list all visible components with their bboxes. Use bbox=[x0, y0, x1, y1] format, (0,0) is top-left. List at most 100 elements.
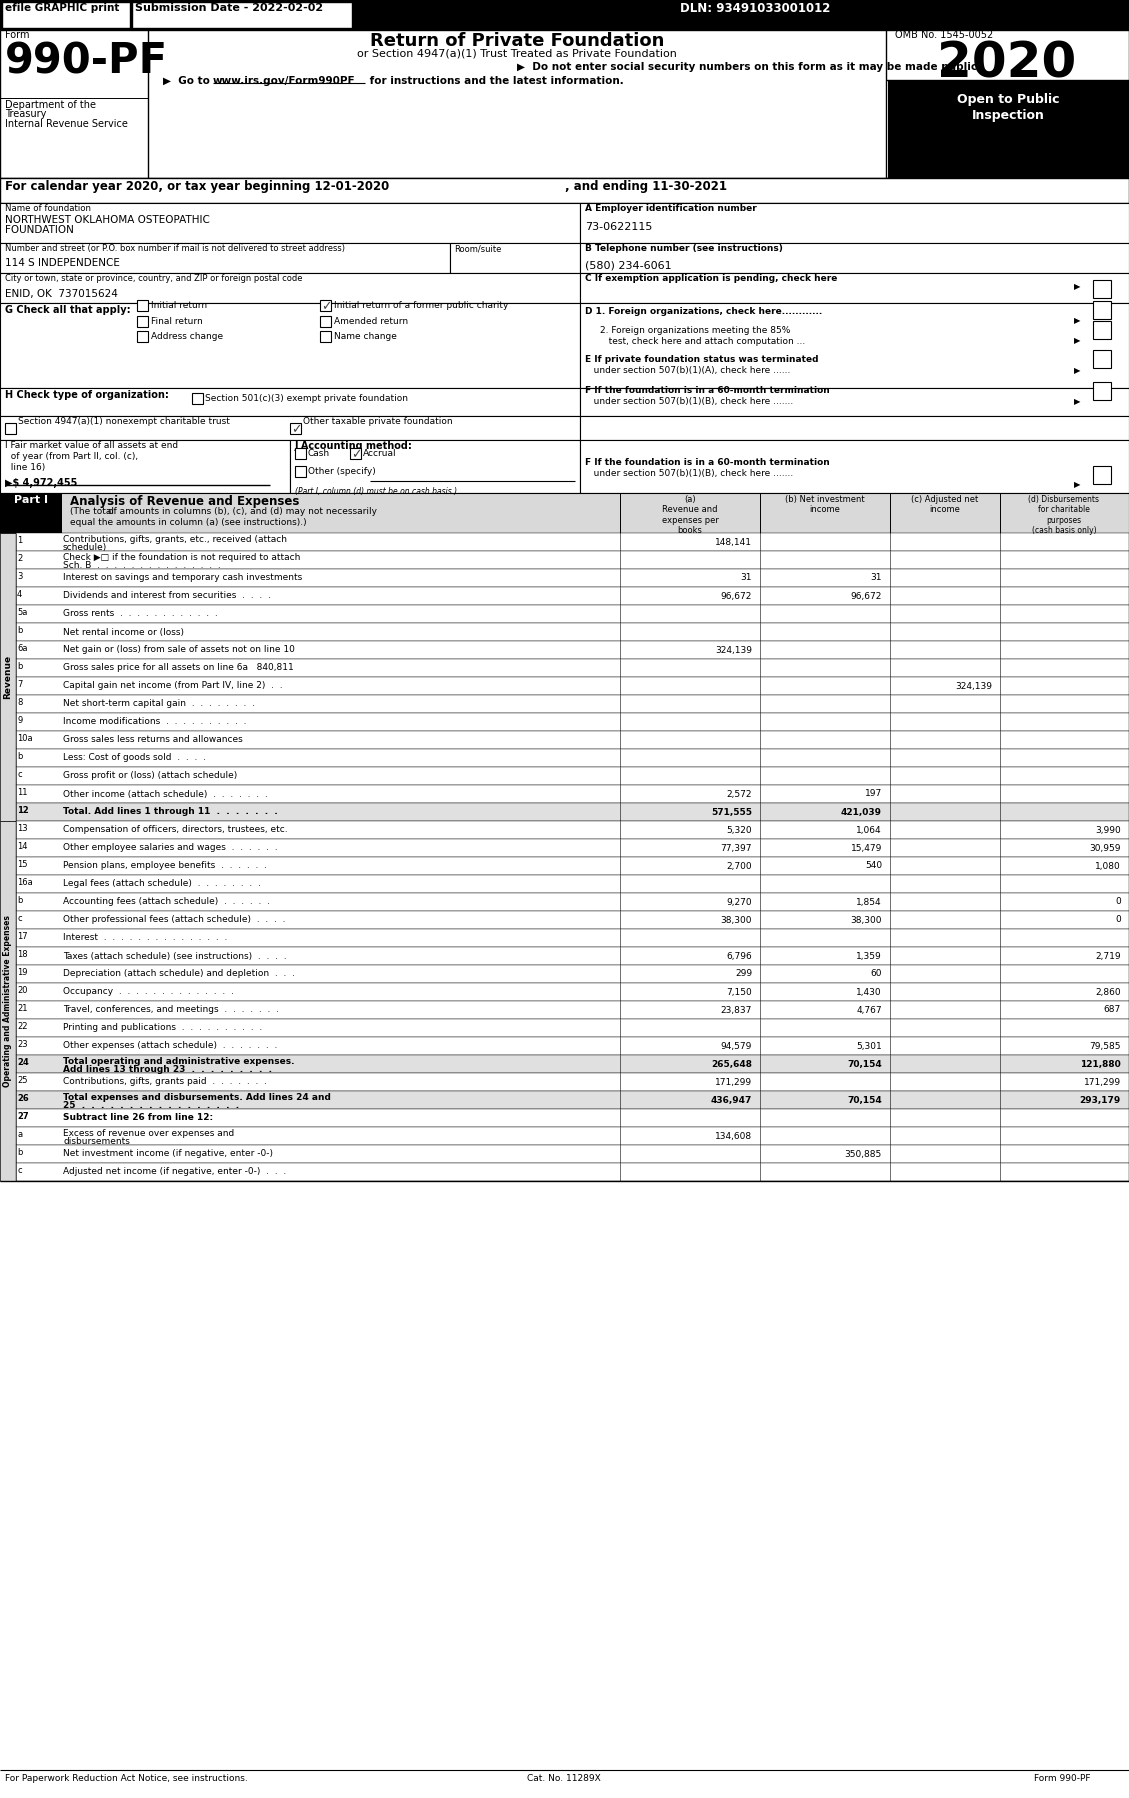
Bar bbox=[580, 304, 1129, 388]
Bar bbox=[5, 423, 16, 433]
Text: Net short-term capital gain  .  .  .  .  .  .  .  .: Net short-term capital gain . . . . . . … bbox=[63, 699, 255, 708]
Text: ▶: ▶ bbox=[1074, 316, 1080, 325]
Text: 38,300: 38,300 bbox=[850, 915, 882, 924]
Text: Room/suite: Room/suite bbox=[454, 245, 501, 254]
Bar bbox=[16, 550, 1129, 568]
Text: Address change: Address change bbox=[151, 333, 224, 342]
Text: Interest on savings and temporary cash investments: Interest on savings and temporary cash i… bbox=[63, 574, 303, 583]
Text: ▶  Go to: ▶ Go to bbox=[163, 76, 213, 86]
Text: Accounting fees (attach schedule)  .  .  .  .  .  .: Accounting fees (attach schedule) . . . … bbox=[63, 897, 270, 906]
Text: under section 507(b)(1)(A), check here ......: under section 507(b)(1)(A), check here .… bbox=[585, 367, 790, 376]
Text: 17: 17 bbox=[17, 931, 27, 940]
Bar bbox=[0, 388, 580, 415]
Text: Income modifications  .  .  .  .  .  .  .  .  .  .: Income modifications . . . . . . . . . . bbox=[63, 717, 246, 726]
Text: 23: 23 bbox=[17, 1039, 27, 1048]
Text: Operating and Administrative Expenses: Operating and Administrative Expenses bbox=[3, 915, 12, 1088]
Text: ENID, OK  737015624: ENID, OK 737015624 bbox=[5, 289, 117, 298]
Text: 5,301: 5,301 bbox=[856, 1041, 882, 1050]
Text: Name of foundation: Name of foundation bbox=[5, 203, 91, 212]
Bar bbox=[0, 532, 16, 822]
Text: 25  .  .  .  .  .  .  .  .  .  .  .  .  .  .  .  .  .: 25 . . . . . . . . . . . . . . . . . bbox=[63, 1100, 239, 1109]
Text: 1,064: 1,064 bbox=[857, 825, 882, 834]
Text: ▶$ 4,972,455: ▶$ 4,972,455 bbox=[5, 478, 78, 487]
Text: efile GRAPHIC print: efile GRAPHIC print bbox=[5, 4, 120, 13]
Text: 26: 26 bbox=[17, 1093, 28, 1102]
Bar bbox=[320, 300, 331, 311]
Text: H Check type of organization:: H Check type of organization: bbox=[5, 390, 169, 399]
Text: 94,579: 94,579 bbox=[720, 1041, 752, 1050]
Text: 11: 11 bbox=[17, 788, 27, 797]
Text: E If private foundation status was terminated: E If private foundation status was termi… bbox=[585, 354, 819, 363]
Text: 9,270: 9,270 bbox=[726, 897, 752, 906]
Text: F If the foundation is in a 60-month termination: F If the foundation is in a 60-month ter… bbox=[585, 458, 830, 467]
Bar bbox=[16, 1163, 1129, 1181]
Bar bbox=[0, 493, 1129, 532]
Bar bbox=[580, 415, 1129, 441]
Text: 540: 540 bbox=[865, 861, 882, 870]
Text: 30,959: 30,959 bbox=[1089, 843, 1121, 852]
Text: Net rental income or (loss): Net rental income or (loss) bbox=[63, 628, 184, 636]
Text: Submission Date - 2022-02-02: Submission Date - 2022-02-02 bbox=[135, 4, 323, 13]
Text: 197: 197 bbox=[865, 789, 882, 798]
Text: (b) Net investment
income: (b) Net investment income bbox=[785, 494, 865, 514]
Bar bbox=[0, 273, 580, 304]
Bar bbox=[16, 840, 1129, 858]
Text: 22: 22 bbox=[17, 1021, 27, 1030]
Text: equal the amounts in column (a) (see instructions).): equal the amounts in column (a) (see ins… bbox=[70, 518, 307, 527]
Text: Total operating and administrative expenses.: Total operating and administrative expen… bbox=[63, 1057, 295, 1066]
Bar bbox=[16, 1055, 1129, 1073]
Text: For calendar year 2020, or tax year beginning 12-01-2020: For calendar year 2020, or tax year begi… bbox=[5, 180, 390, 192]
Text: 571,555: 571,555 bbox=[711, 807, 752, 816]
Text: F If the foundation is in a 60-month termination: F If the foundation is in a 60-month ter… bbox=[585, 387, 830, 396]
Text: Check ▶□ if the foundation is not required to attach: Check ▶□ if the foundation is not requir… bbox=[63, 554, 300, 563]
Bar bbox=[16, 894, 1129, 912]
Text: Form 990-PF: Form 990-PF bbox=[1033, 1775, 1089, 1784]
Text: c: c bbox=[17, 770, 21, 779]
Text: Taxes (attach schedule) (see instructions)  .  .  .  .: Taxes (attach schedule) (see instruction… bbox=[63, 951, 287, 960]
Text: ▶: ▶ bbox=[1074, 282, 1080, 291]
Text: b: b bbox=[17, 626, 23, 635]
Bar bbox=[16, 948, 1129, 966]
Text: DLN: 93491033001012: DLN: 93491033001012 bbox=[680, 2, 830, 14]
Text: ✓: ✓ bbox=[291, 423, 301, 435]
Text: Legal fees (attach schedule)  .  .  .  .  .  .  .  .: Legal fees (attach schedule) . . . . . .… bbox=[63, 879, 261, 888]
Text: test, check here and attach computation ...: test, check here and attach computation … bbox=[599, 336, 805, 345]
Text: for instructions and the latest information.: for instructions and the latest informat… bbox=[366, 76, 623, 86]
Text: www.irs.gov/Form990PF: www.irs.gov/Form990PF bbox=[213, 76, 356, 86]
Text: of year (from Part II, col. (c),: of year (from Part II, col. (c), bbox=[5, 451, 138, 460]
Bar bbox=[16, 696, 1129, 714]
Text: 687: 687 bbox=[1104, 1005, 1121, 1014]
Bar bbox=[16, 768, 1129, 786]
Bar bbox=[350, 448, 361, 458]
Text: Section 4947(a)(1) nonexempt charitable trust: Section 4947(a)(1) nonexempt charitable … bbox=[18, 417, 230, 426]
Bar bbox=[16, 1091, 1129, 1109]
Text: 12: 12 bbox=[17, 806, 28, 814]
Bar bbox=[16, 604, 1129, 622]
Bar bbox=[2, 2, 130, 29]
Bar bbox=[16, 642, 1129, 660]
Bar bbox=[16, 1145, 1129, 1163]
Text: 15,479: 15,479 bbox=[850, 843, 882, 852]
Bar bbox=[580, 441, 1129, 493]
Bar bbox=[1093, 280, 1111, 298]
Text: disbursements: disbursements bbox=[63, 1136, 130, 1145]
Text: Form: Form bbox=[5, 31, 29, 40]
Text: 13: 13 bbox=[17, 823, 27, 832]
Text: 350,885: 350,885 bbox=[844, 1149, 882, 1158]
Text: 96,672: 96,672 bbox=[850, 592, 882, 601]
Bar bbox=[16, 1037, 1129, 1055]
Text: 1,430: 1,430 bbox=[857, 987, 882, 996]
Bar bbox=[192, 394, 203, 405]
Bar bbox=[580, 243, 1129, 273]
Bar bbox=[1093, 322, 1111, 340]
Text: 299: 299 bbox=[735, 969, 752, 978]
Text: 21: 21 bbox=[17, 1003, 27, 1012]
Text: 3: 3 bbox=[17, 572, 23, 581]
Text: 421,039: 421,039 bbox=[841, 807, 882, 816]
Text: Amended return: Amended return bbox=[334, 316, 408, 325]
Text: Other expenses (attach schedule)  .  .  .  .  .  .  .: Other expenses (attach schedule) . . . .… bbox=[63, 1041, 278, 1050]
Text: Department of the: Department of the bbox=[5, 101, 96, 110]
Text: Other (specify): Other (specify) bbox=[308, 467, 376, 476]
Bar bbox=[16, 532, 1129, 550]
Bar bbox=[16, 1109, 1129, 1127]
